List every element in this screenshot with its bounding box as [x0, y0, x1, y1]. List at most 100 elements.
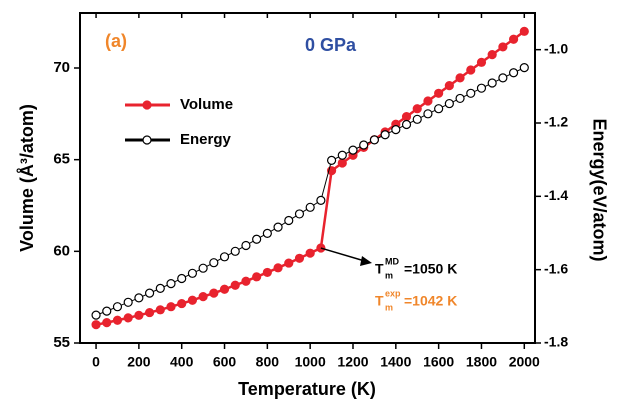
x-tick-label: 1800 — [466, 354, 497, 370]
data-point — [466, 88, 476, 98]
data-point — [262, 267, 272, 278]
x-tick-label: 1200 — [337, 354, 368, 370]
data-point — [380, 130, 390, 140]
data-point — [284, 258, 294, 268]
data-point — [508, 68, 519, 78]
data-point — [487, 50, 497, 60]
annotation-sup: MD — [385, 256, 399, 266]
data-point — [337, 150, 347, 160]
data-point — [359, 140, 369, 150]
y2-tick-label: -1.2 — [544, 114, 568, 130]
x-tick-label: 800 — [256, 354, 280, 370]
data-point — [455, 73, 465, 83]
legend-marker — [142, 100, 152, 110]
data-point — [401, 111, 412, 122]
data-point — [123, 313, 133, 323]
data-point — [209, 258, 219, 268]
data-point — [434, 104, 444, 114]
data-point — [219, 252, 230, 262]
data-point — [198, 263, 208, 273]
data-point — [498, 73, 508, 83]
x-axis-label: Temperature (K) — [238, 379, 376, 399]
panel-label: (a) — [105, 31, 127, 51]
x-tick-label: 600 — [213, 354, 237, 370]
annotation-sub: m — [385, 302, 393, 312]
annotation-sup: exp — [385, 288, 401, 298]
data-point — [326, 155, 337, 165]
annotation-base: T — [375, 261, 384, 277]
data-point — [412, 104, 422, 114]
data-point — [230, 280, 240, 290]
data-point — [391, 125, 401, 135]
data-point — [187, 295, 198, 305]
data-point — [134, 310, 144, 320]
y-tick-label: 65 — [53, 151, 70, 168]
x-tick-label: 1600 — [423, 354, 454, 370]
data-point — [209, 288, 219, 298]
data-point — [262, 228, 272, 238]
pressure-label: 0 GPa — [305, 35, 357, 55]
data-point — [423, 109, 433, 119]
data-point — [294, 253, 305, 263]
data-point — [369, 135, 380, 145]
data-point — [187, 268, 198, 278]
data-point — [219, 284, 230, 294]
data-point — [423, 96, 433, 106]
data-point — [273, 263, 283, 273]
y-tick-label: 60 — [53, 242, 70, 259]
annotation-text: =1050 K — [404, 261, 457, 277]
data-point — [155, 283, 165, 293]
data-point — [252, 234, 262, 244]
x-tick-label: 2000 — [509, 354, 540, 370]
data-point — [444, 80, 454, 91]
data-point — [401, 119, 412, 130]
y2-tick-label: -1.6 — [544, 260, 568, 276]
data-point — [241, 240, 251, 251]
y2-tick-label: -1.4 — [544, 187, 568, 203]
y2-tick-label: -1.8 — [544, 334, 568, 350]
x-tick-label: 200 — [127, 354, 151, 370]
legend-label: Volume — [180, 96, 233, 113]
data-point — [144, 307, 155, 318]
data-point — [444, 98, 454, 109]
y-tick-label: 55 — [53, 334, 70, 351]
data-point — [519, 26, 529, 36]
y2-axis-label: Energy(eV/atom) — [589, 118, 609, 261]
annotation-sub: m — [385, 270, 393, 280]
data-point — [134, 293, 144, 303]
data-point — [487, 78, 497, 88]
x-tick-label: 400 — [170, 354, 194, 370]
data-point — [305, 248, 315, 258]
data-point — [102, 306, 112, 316]
annotation-arrow — [320, 247, 369, 263]
x-tick-label: 1400 — [380, 354, 411, 370]
data-point — [348, 145, 358, 155]
data-point — [294, 209, 305, 219]
data-point — [177, 273, 187, 284]
data-point — [498, 42, 508, 52]
data-point — [177, 298, 187, 309]
legend-label: Energy — [180, 131, 232, 148]
data-point — [519, 63, 529, 73]
x-tick-label: 0 — [92, 354, 100, 370]
data-point — [91, 320, 101, 330]
data-point — [123, 297, 133, 307]
data-point — [91, 310, 101, 320]
annotation-base: T — [375, 293, 384, 309]
data-point — [455, 93, 465, 104]
annotation-text: =1042 K — [404, 293, 457, 309]
x-tick-label: 1000 — [295, 354, 326, 370]
plot-frame — [79, 12, 536, 344]
data-point — [476, 83, 487, 93]
data-point — [305, 202, 315, 212]
y-axis-label: Volume (Å³/atom) — [17, 104, 37, 252]
data-point — [144, 288, 155, 298]
y2-tick-label: -1.0 — [544, 40, 568, 56]
data-point — [166, 302, 176, 312]
data-point — [508, 34, 519, 44]
y-tick-label: 70 — [53, 59, 70, 76]
data-point — [230, 246, 240, 256]
data-point — [252, 272, 262, 282]
data-point — [412, 114, 422, 124]
data-point — [466, 65, 476, 75]
